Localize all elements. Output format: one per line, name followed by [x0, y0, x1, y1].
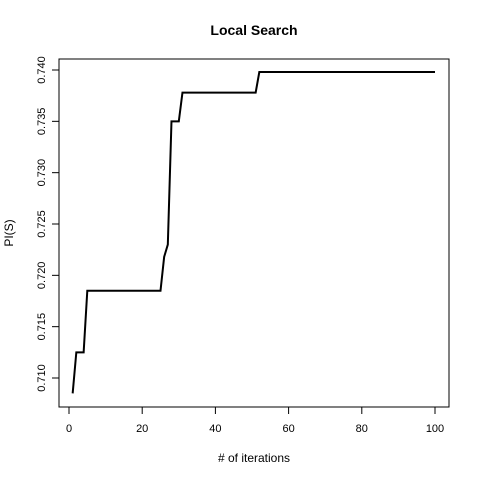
y-tick-label: 0.720: [36, 262, 48, 290]
y-axis-label: PI(S): [2, 219, 16, 246]
y-tick-label: 0.715: [36, 313, 48, 341]
y-tick-label: 0.725: [36, 210, 48, 238]
x-axis: 0 20 40 60 80 100: [66, 406, 444, 435]
plot-frame: [58, 58, 450, 408]
y-tick-label: 0.740: [36, 56, 48, 84]
y-axis: 0.710 0.715 0.720 0.725 0.730 0.735 0.740: [36, 56, 60, 392]
x-tick-label: 40: [209, 423, 221, 435]
x-tick-label: 20: [136, 423, 148, 435]
chart-title: Local Search: [210, 22, 297, 38]
series-line: [71, 71, 435, 394]
y-tick-label: 0.730: [36, 159, 48, 187]
y-tick-label: 0.735: [36, 108, 48, 136]
x-tick-label: 60: [282, 423, 294, 435]
y-tick-label: 0.710: [36, 364, 48, 392]
series-layer: [71, 71, 435, 394]
x-tick-label: 80: [356, 423, 368, 435]
x-tick-label: 0: [66, 423, 72, 435]
x-axis-label: # of iterations: [218, 451, 290, 465]
x-tick-label: 100: [426, 423, 444, 435]
